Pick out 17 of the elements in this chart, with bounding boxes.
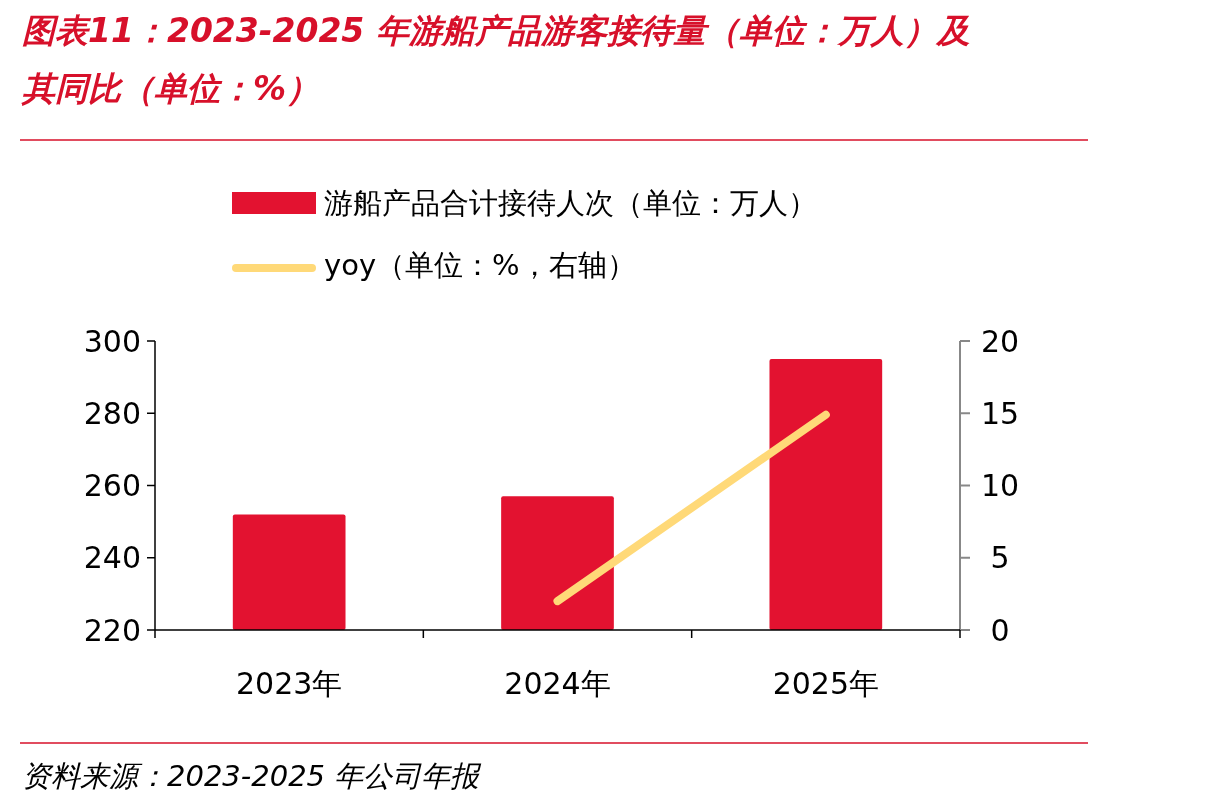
y2-tick-label: 0 xyxy=(990,612,1010,648)
y2-tick-label: 15 xyxy=(980,395,1020,431)
y-tick-label: 240 xyxy=(83,540,141,576)
legend-label: yoy（单位：%，右轴） xyxy=(324,248,636,283)
text: 资料来源：2023-2025 年公司年报 xyxy=(22,759,483,793)
x-tick-label: 2024年 xyxy=(504,666,611,701)
y2-tick-label: 5 xyxy=(990,540,1010,576)
legend-label: 游船产品合计接待人次（单位：万人） xyxy=(324,186,817,221)
y-tick-label: 300 xyxy=(83,323,141,359)
y-tick-label: 220 xyxy=(83,612,141,648)
y2-tick-label: 20 xyxy=(980,323,1020,359)
x-tick-label: 2025年 xyxy=(772,666,880,701)
y-tick-label: 260 xyxy=(83,468,141,503)
chart-title: 图表11：2023-2025 年游船产品游客接待量（单位：万人）及其同比（单位：%） xyxy=(21,11,970,108)
y-tick-label: 280 xyxy=(83,395,141,431)
y2-tick-label: 10 xyxy=(980,468,1020,503)
x-tick-label: 2023年 xyxy=(235,666,343,701)
